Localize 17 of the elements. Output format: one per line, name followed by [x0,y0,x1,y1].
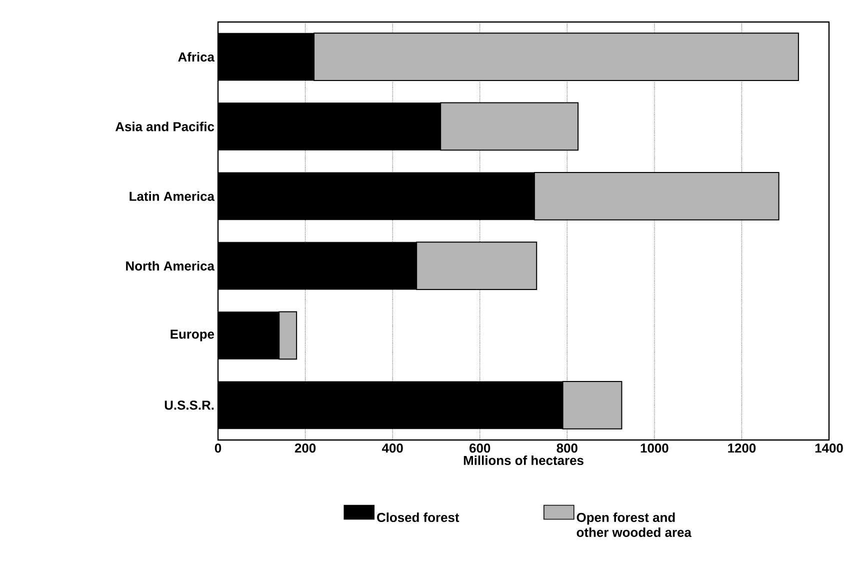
x-tick-label: 600 [470,444,490,453]
x-tick-label: 0 [214,444,222,453]
x-tick-label: 1400 [815,444,843,453]
legend-label: Open forest and other wooded area [576,512,692,537]
y-tick-label: Africa [178,52,215,62]
y-tick-label: U.S.S.R. [164,400,214,410]
x-tick-label: 400 [382,444,403,453]
legend-label: Closed forest [377,512,460,522]
y-tick-label: Europe [170,330,214,342]
x-tick-label: 1200 [728,444,756,453]
x-tick-label: 200 [294,444,316,453]
x-tick-label: 1000 [640,444,668,453]
y-tick-label: Asia and Pacific [115,122,214,132]
y-tick-label: Latin America [130,191,215,201]
x-axis-title: Millions of hectares [464,456,584,466]
y-tick-label: North America [126,261,215,271]
x-tick-label: 800 [556,444,578,453]
